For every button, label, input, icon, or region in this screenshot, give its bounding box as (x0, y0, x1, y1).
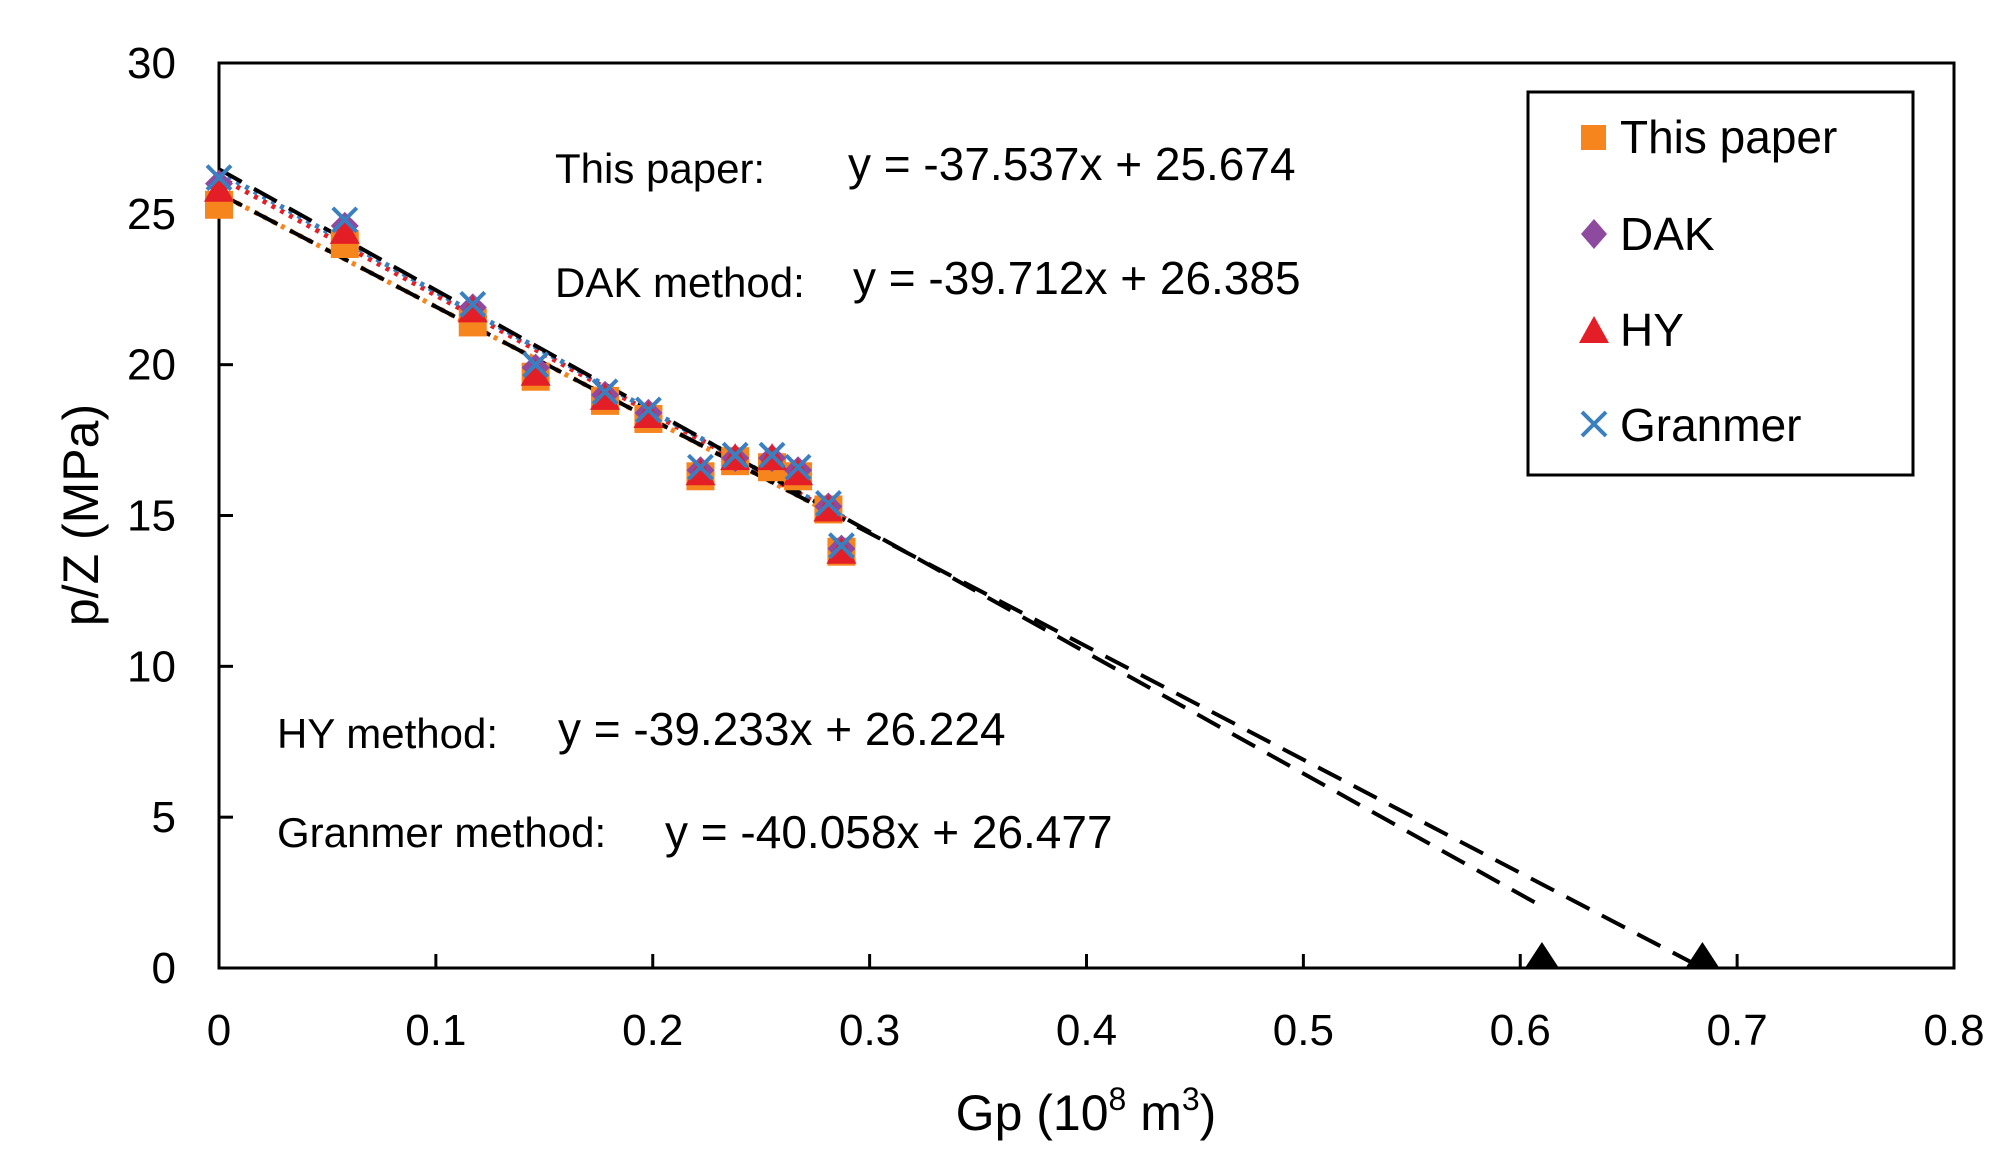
legend-triangle-icon (1579, 316, 1609, 343)
x-tick-label: 0.7 (1707, 1006, 1768, 1055)
point-granmer (331, 206, 359, 234)
point-granmer (721, 441, 749, 469)
x-tick-label: 0.4 (1056, 1006, 1117, 1055)
legend-label-granmer: Granmer (1620, 399, 1801, 451)
legend-label-hy: HY (1620, 304, 1684, 356)
legend-item-dak: DAK (1581, 208, 1715, 260)
legend-item-hy: HY (1579, 304, 1684, 356)
legend: This paper DAK HY Granmer (1526, 90, 1915, 477)
point-hy (329, 216, 360, 244)
legend-item-this-paper: This paper (1581, 111, 1837, 163)
annotation-dak-label: DAK method: (555, 259, 805, 306)
legend-square-icon (1581, 125, 1606, 150)
intercept-triangle (1685, 942, 1720, 968)
intercept-triangle (1524, 942, 1559, 968)
x-axis-title-text: Gp (10 (956, 1085, 1109, 1141)
annotation-hy-equation: y = -39.233x + 26.224 (558, 703, 1006, 755)
x-tick-label: 0.8 (1923, 1006, 1984, 1055)
point-hy (826, 536, 857, 564)
y-axis: 0 5 10 15 20 25 30 (127, 39, 233, 993)
x-axis: 0 0.1 0.2 0.3 0.4 0.5 0.6 0.7 0.8 (207, 954, 1985, 1055)
point-granmer (815, 490, 842, 517)
annotation-hy: HY method: y = -39.233x + 26.224 (277, 703, 1006, 757)
y-tick-label: 0 (152, 944, 176, 993)
annotation-dak: DAK method: y = -39.712x + 26.385 (555, 252, 1301, 306)
data-markers (204, 164, 857, 566)
point-granmer (758, 441, 786, 469)
legend-label-dak: DAK (1620, 208, 1715, 260)
x-axis-title-close: ) (1200, 1085, 1217, 1141)
point-granmer (687, 453, 714, 481)
point-hy (813, 494, 844, 522)
point-granmer (522, 351, 550, 379)
y-tick-label: 10 (127, 642, 176, 691)
y-tick-label: 30 (127, 39, 176, 88)
annotation-this-paper: This paper: y = -37.537x + 25.674 (555, 138, 1296, 192)
point-granmer (828, 532, 855, 560)
point-hy (783, 458, 814, 486)
legend-item-granmer: Granmer (1580, 399, 1801, 451)
legend-diamond-icon (1581, 219, 1607, 249)
y-tick-label: 15 (127, 492, 176, 541)
x-axis-title-unit: m (1126, 1085, 1182, 1141)
annotation-granmer-label: Granmer method: (277, 809, 606, 856)
point-granmer (634, 396, 662, 424)
x-axis-title-unit-exponent: 3 (1182, 1081, 1200, 1117)
x-tick-label: 0.1 (405, 1006, 466, 1055)
x-tick-label: 0.6 (1490, 1006, 1551, 1055)
annotation-granmer: Granmer method: y = -40.058x + 26.477 (277, 806, 1113, 858)
legend-label-this-paper: This paper (1620, 111, 1837, 163)
point-granmer (591, 378, 619, 406)
x-tick-label: 0 (207, 1006, 231, 1055)
x-tick-label: 0.2 (622, 1006, 683, 1055)
annotation-dak-equation: y = -39.712x + 26.385 (853, 252, 1301, 304)
annotation-this-paper-equation: y = -37.537x + 25.674 (848, 138, 1296, 190)
point-hy (520, 358, 551, 386)
annotation-hy-label: HY method: (277, 710, 498, 757)
y-axis-title: p/Z (MPa) (53, 404, 109, 626)
x-tick-label: 0.3 (839, 1006, 900, 1055)
point-granmer (784, 453, 812, 481)
y-tick-label: 5 (152, 793, 176, 842)
trendline (218, 167, 1543, 909)
intercept-markers (1524, 942, 1720, 968)
point-hy (685, 458, 716, 486)
annotation-this-paper-label: This paper: (555, 145, 765, 192)
point-granmer (459, 290, 487, 318)
legend-cross-icon (1580, 410, 1608, 438)
point-hy (590, 382, 621, 410)
point-granmer (205, 164, 233, 192)
y-tick-label: 20 (127, 341, 176, 390)
annotation-granmer-equation: y = -40.058x + 26.477 (665, 806, 1113, 858)
x-tick-label: 0.5 (1273, 1006, 1334, 1055)
x-axis-title-exponent: 8 (1109, 1081, 1127, 1117)
y-tick-label: 25 (127, 190, 176, 239)
point-hy (457, 295, 488, 323)
x-axis-title: Gp (108 m3) (956, 1081, 1217, 1141)
point-hy (204, 174, 234, 202)
legend-box (1526, 90, 1915, 477)
point-hy (633, 400, 664, 428)
